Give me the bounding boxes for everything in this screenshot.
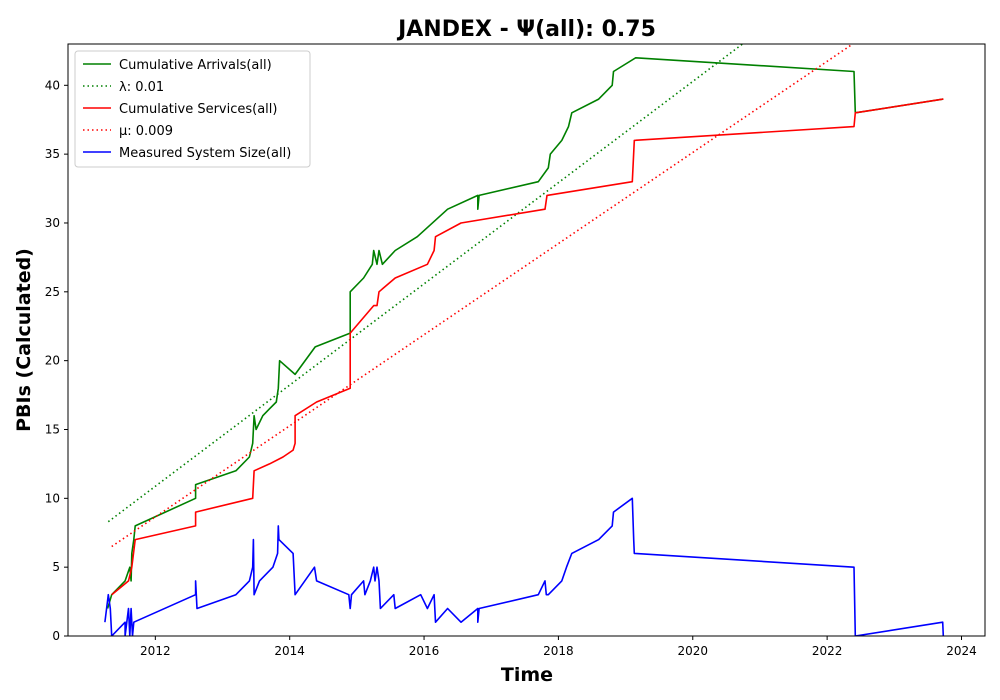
x-tick-label: 2022	[812, 644, 843, 658]
series-layer	[104, 44, 945, 636]
legend-label: Measured System Size(all)	[119, 146, 291, 161]
legend-label: Cumulative Services(all)	[119, 102, 277, 117]
legend-label: Cumulative Arrivals(all)	[119, 58, 272, 73]
series-line-3	[111, 44, 854, 548]
y-axis-label: PBIs (Calculated)	[13, 248, 35, 432]
legend-box	[74, 50, 311, 168]
y-tick-label: 30	[45, 216, 60, 230]
y-axis: 0 5 10 15 20 25 30 35 40	[45, 78, 68, 643]
x-tick-label: 2024	[946, 644, 977, 658]
y-tick-label: 5	[52, 560, 60, 574]
legend: Cumulative Arrivals(all) λ: 0.01 Cumulativ…	[74, 50, 311, 168]
y-tick-label: 25	[45, 285, 60, 299]
series-line-4	[104, 497, 945, 636]
y-tick-label: 15	[45, 422, 60, 436]
x-axis: 2012 2014 2016 2018 2020 2022 2024	[140, 636, 977, 658]
y-tick-label: 20	[45, 354, 60, 368]
x-axis-label: Time	[501, 664, 553, 686]
series-line-2	[111, 98, 944, 596]
y-tick-label: 0	[52, 629, 60, 643]
legend-label: μ: 0.009	[119, 124, 173, 139]
series-line-0	[106, 57, 944, 609]
x-tick-label: 2018	[543, 644, 574, 658]
plot-frame	[67, 43, 986, 637]
chart-title: JANDEX - Ψ(all): 0.75	[396, 17, 656, 42]
x-tick-label: 2020	[677, 644, 708, 658]
x-tick-label: 2014	[274, 644, 305, 658]
y-tick-label: 40	[45, 78, 60, 92]
series-line-1	[107, 44, 743, 523]
y-tick-label: 10	[45, 491, 60, 505]
legend-label: λ: 0.01	[119, 80, 164, 95]
x-tick-label: 2012	[140, 644, 171, 658]
y-tick-label: 35	[45, 147, 60, 161]
x-tick-label: 2016	[409, 644, 440, 658]
